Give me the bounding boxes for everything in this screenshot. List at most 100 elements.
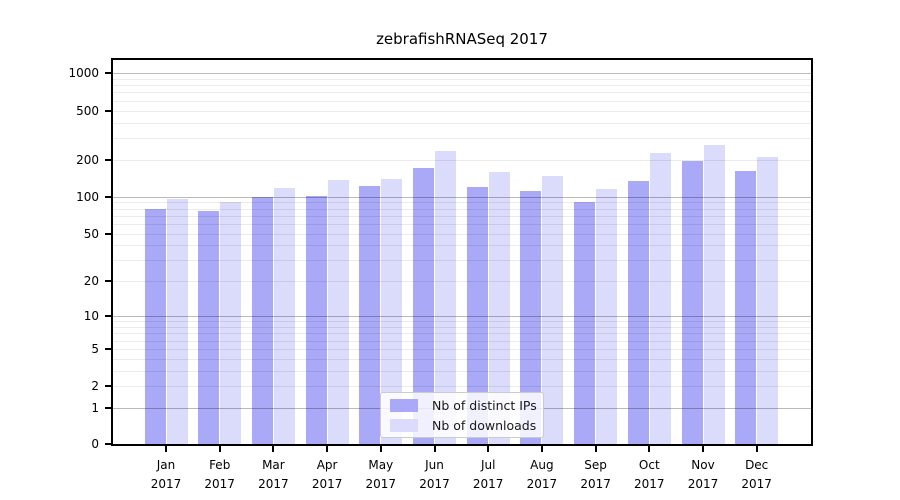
y-tick-1 xyxy=(105,406,111,409)
gridline-minor-2 xyxy=(113,386,811,388)
bar-downloads-sep xyxy=(596,189,618,444)
gridline-minor-300 xyxy=(113,137,811,139)
y-tick-0 xyxy=(105,443,111,445)
x-tick-jul xyxy=(487,446,490,452)
gridline-minor-4 xyxy=(113,358,811,360)
bar-distinct-ips-apr xyxy=(305,195,327,444)
x-tick-label-jul: Jul 2017 xyxy=(472,458,504,491)
bar-distinct-ips-sep xyxy=(574,201,596,444)
gridline-minor-600 xyxy=(113,100,811,102)
legend-label-distinct-ips: Nb of distinct IPs xyxy=(432,397,537,413)
legend: Nb of distinct IPs Nb of downloads xyxy=(380,392,544,438)
bar-downloads-jul xyxy=(488,171,510,444)
x-tick-jun xyxy=(433,446,436,452)
gridline-minor-30 xyxy=(113,260,811,262)
gridline-minor-400 xyxy=(113,122,811,124)
x-tick-label-jan: Jan 2017 xyxy=(150,458,182,491)
gridline-minor-90 xyxy=(113,202,811,204)
bar-distinct-ips-aug xyxy=(520,191,542,444)
bar-distinct-ips-mar xyxy=(251,196,273,444)
gridline-minor-40 xyxy=(113,245,811,247)
gridline-major-100 xyxy=(113,196,811,198)
plot-area: Nb of distinct IPs Nb of downloads 0 1 2 5 1… xyxy=(68,58,813,491)
gridline-minor-8 xyxy=(113,326,811,328)
gridline-minor-70 xyxy=(113,215,811,217)
y-tick-label-0: 0 xyxy=(91,437,99,451)
x-tick-aug xyxy=(540,446,543,452)
gridline-major-1000 xyxy=(113,73,811,75)
x-tick-label-jun: Jun 2017 xyxy=(419,458,450,491)
gridline-minor-5 xyxy=(113,348,811,350)
x-tick-jan xyxy=(165,446,167,452)
y-tick-label-2: 2 xyxy=(91,379,99,394)
legend-swatch-downloads xyxy=(390,418,418,432)
x-tick-nov xyxy=(702,446,704,452)
x-tick-label-may: May 2017 xyxy=(365,458,397,491)
y-tick-label-100: 100 xyxy=(76,189,99,204)
y-tick-2 xyxy=(105,385,111,388)
gridline-minor-60 xyxy=(113,223,811,225)
x-tick-label-oct: Oct 2017 xyxy=(634,458,665,491)
legend-swatch-distinct-ips xyxy=(390,398,418,412)
gridline-minor-800 xyxy=(113,85,811,87)
y-tick-label-10: 10 xyxy=(83,309,99,324)
x-tick-mar xyxy=(272,446,275,452)
bar-distinct-ips-jul xyxy=(466,186,488,444)
x-tick-may xyxy=(379,446,382,452)
bar-downloads-jun xyxy=(435,151,456,444)
legend-item-downloads: Nb of downloads xyxy=(390,418,536,433)
bar-distinct-ips-jan xyxy=(144,208,166,444)
x-tick-label-aug: Aug 2017 xyxy=(526,458,558,491)
gridline-minor-50 xyxy=(113,233,811,235)
x-tick-label-sep: Sep 2017 xyxy=(580,458,611,491)
y-tick-20 xyxy=(105,280,111,283)
bar-downloads-jan xyxy=(166,199,188,444)
bar-downloads-apr xyxy=(327,179,349,444)
gridline-minor-900 xyxy=(113,78,811,80)
gridline-minor-500 xyxy=(113,110,811,112)
y-tick-200 xyxy=(105,158,111,161)
gridline-minor-9 xyxy=(113,321,811,323)
gridline-minor-7 xyxy=(113,333,811,335)
y-tick-label-500: 500 xyxy=(76,103,99,118)
y-tick-5 xyxy=(105,347,111,350)
y-tick-label-5: 5 xyxy=(91,341,99,356)
gridline-minor-3 xyxy=(113,370,811,372)
x-tick-label-mar: Mar 2017 xyxy=(258,458,289,491)
bar-downloads-feb xyxy=(220,202,242,444)
bar-downloads-nov xyxy=(703,145,725,444)
x-tick-label-apr: Apr 2017 xyxy=(311,458,343,491)
gridline-minor-20 xyxy=(113,281,811,283)
y-tick-label-20: 20 xyxy=(83,274,99,289)
x-tick-feb xyxy=(218,446,221,452)
bar-downloads-dec xyxy=(757,156,779,444)
y-tick-10 xyxy=(105,315,111,318)
y-tick-label-50: 50 xyxy=(83,226,99,241)
x-tick-label-dec: Dec 2017 xyxy=(741,458,772,491)
bar-distinct-ips-dec xyxy=(735,170,757,444)
x-tick-label-feb: Feb 2017 xyxy=(204,458,235,491)
x-tick-oct xyxy=(648,446,651,452)
bar-distinct-ips-nov xyxy=(681,160,703,444)
gridline-minor-6 xyxy=(113,340,811,342)
x-tick-dec xyxy=(755,446,758,452)
bar-distinct-ips-jun xyxy=(413,168,434,444)
bar-downloads-oct xyxy=(649,152,671,444)
x-tick-sep xyxy=(594,446,597,452)
y-tick-50 xyxy=(105,232,111,235)
x-tick-label-nov: Nov 2017 xyxy=(687,458,719,491)
bar-downloads-aug xyxy=(542,175,564,444)
gridline-minor-700 xyxy=(113,92,811,94)
y-tick-1000 xyxy=(105,72,111,75)
gridline-minor-80 xyxy=(113,208,811,210)
y-tick-label-200: 200 xyxy=(76,152,99,167)
bar-downloads-mar xyxy=(273,188,295,444)
y-tick-label-1000: 1000 xyxy=(68,66,99,81)
x-tick-apr xyxy=(326,446,329,452)
legend-item-distinct-ips: Nb of distinct IPs xyxy=(390,397,537,413)
bar-distinct-ips-oct xyxy=(627,180,649,444)
chart-title: zebrafishRNASeq 2017 xyxy=(376,30,548,48)
gridline-major-10 xyxy=(113,316,811,318)
bar-distinct-ips-may xyxy=(359,185,381,444)
